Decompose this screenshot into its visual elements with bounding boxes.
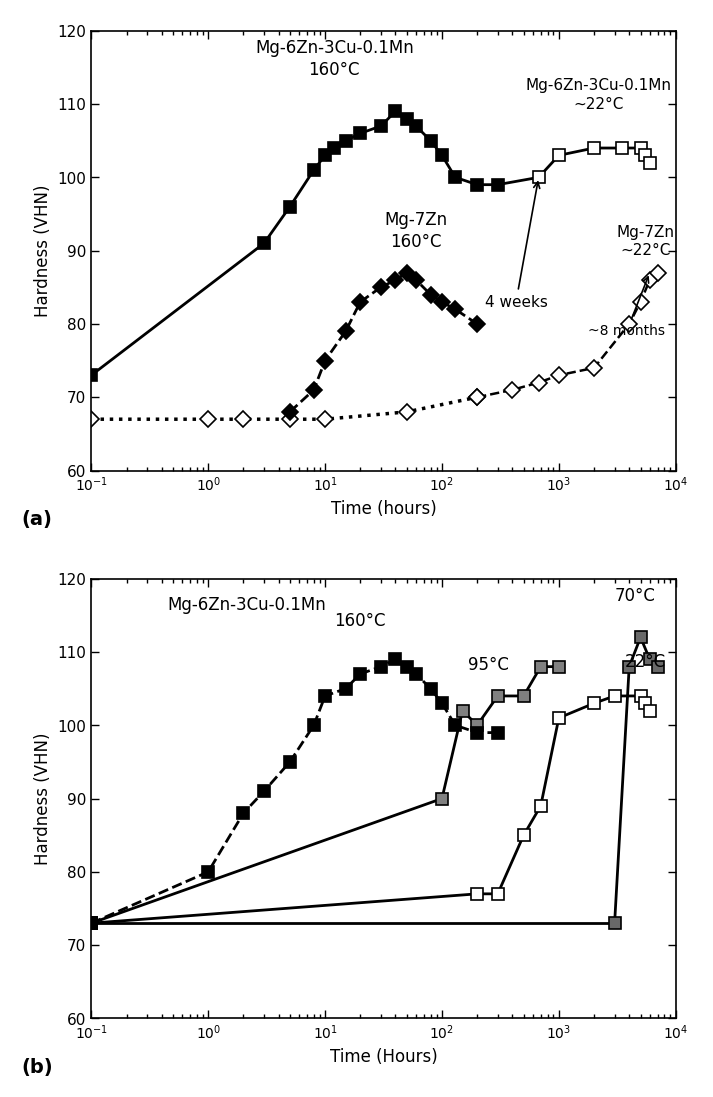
Text: (b): (b) [21,1058,53,1077]
Text: ~22°C: ~22°C [573,97,624,112]
Text: 95°C: 95°C [468,656,508,674]
Text: 160°C: 160°C [309,60,360,79]
Text: Mg-7Zn: Mg-7Zn [616,225,674,240]
Y-axis label: Hardness (VHN): Hardness (VHN) [34,184,52,317]
Text: ~22°C: ~22°C [620,244,670,258]
X-axis label: Time (hours): Time (hours) [330,499,436,518]
Text: 22°C: 22°C [625,653,665,670]
X-axis label: Time (Hours): Time (Hours) [329,1048,437,1065]
Y-axis label: Hardness (VHN): Hardness (VHN) [34,733,52,864]
Text: 4 weeks: 4 weeks [484,182,547,309]
Text: Mg-6Zn-3Cu-0.1Mn: Mg-6Zn-3Cu-0.1Mn [255,38,414,57]
Text: (a): (a) [21,510,52,529]
Text: ~8 months: ~8 months [588,278,665,338]
Text: 160°C: 160°C [334,612,386,630]
Text: 70°C: 70°C [615,587,655,604]
Text: Mg-7Zn: Mg-7Zn [384,211,447,229]
Text: Mg-6Zn-3Cu-0.1Mn: Mg-6Zn-3Cu-0.1Mn [168,596,326,613]
Text: 160°C: 160°C [390,233,441,251]
Text: Mg-6Zn-3Cu-0.1Mn: Mg-6Zn-3Cu-0.1Mn [525,78,672,93]
